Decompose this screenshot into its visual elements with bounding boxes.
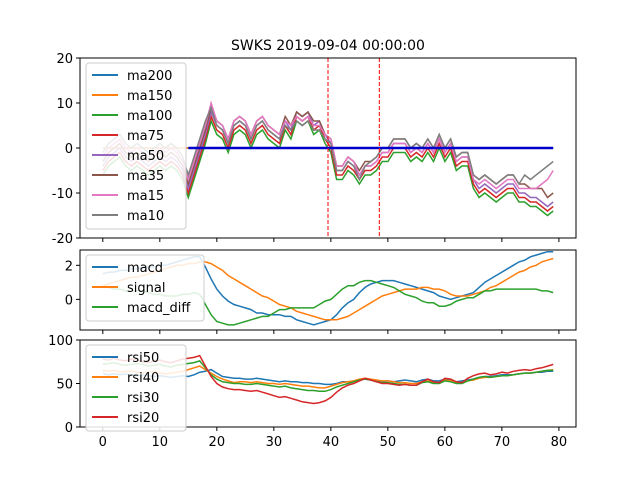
ytick-label: -20 — [52, 232, 73, 247]
legend-entry: ma15 — [127, 189, 164, 204]
legend-entry: macd_diff — [127, 301, 191, 316]
legend-entry: macd — [127, 261, 163, 276]
legend-entry: ma35 — [127, 169, 164, 184]
legend-entry: ma100 — [127, 109, 172, 124]
xtick-label: 10 — [152, 435, 169, 450]
ytick-label: 0 — [65, 142, 73, 157]
legend-entry: rsi40 — [127, 371, 159, 386]
legend-box — [85, 344, 187, 432]
legend-entry: signal — [127, 281, 165, 296]
xtick-label: 70 — [494, 435, 511, 450]
axes-frame — [79, 249, 577, 331]
legend-entry: ma150 — [127, 89, 172, 104]
legend-box — [85, 62, 187, 230]
xtick-label: 60 — [437, 435, 454, 450]
xtick-label: 50 — [380, 435, 397, 450]
xtick-label: 0 — [99, 435, 107, 450]
ytick-label: 2 — [65, 259, 73, 274]
legend-entry: ma200 — [127, 69, 172, 84]
chart-title: SWKS 2019-09-04 00:00:00 — [231, 38, 425, 54]
ytick-label: 0 — [65, 293, 73, 308]
axes-frame — [79, 339, 577, 428]
legend-box — [85, 254, 205, 322]
legend: rsi50 rsi40 rsi30 rsi20 — [85, 344, 187, 432]
legend-entry: rsi20 — [127, 411, 159, 426]
legend: ma200 ma150 ma100 ma75 ma50 ma35 ma15 ma10 — [85, 62, 187, 230]
xtick-label: 40 — [323, 435, 340, 450]
ytick-label: 50 — [56, 378, 73, 393]
legend-entry: rsi50 — [127, 351, 159, 366]
ytick-label: 100 — [48, 334, 73, 349]
legend-entry: ma75 — [127, 129, 164, 144]
ytick-label: 20 — [56, 52, 73, 67]
ytick-label: 0 — [65, 421, 73, 436]
xtick-label: 30 — [266, 435, 283, 450]
xtick-label: 20 — [209, 435, 226, 450]
xtick-label: 80 — [551, 435, 568, 450]
ytick-label: -10 — [52, 187, 73, 202]
panel-ma: -20-1001020ma200ma150ma100ma75ma50ma35ma… — [52, 52, 577, 247]
legend-entry: rsi30 — [127, 391, 159, 406]
legend-entry: ma50 — [127, 149, 164, 164]
ytick-label: 10 — [56, 97, 73, 112]
axes-frame — [79, 57, 577, 239]
legend: macd signal macd_diff — [85, 254, 205, 322]
panel-macd: 0 2 macd signal macd_diff — [65, 249, 577, 334]
legend-entry: ma10 — [127, 209, 164, 224]
